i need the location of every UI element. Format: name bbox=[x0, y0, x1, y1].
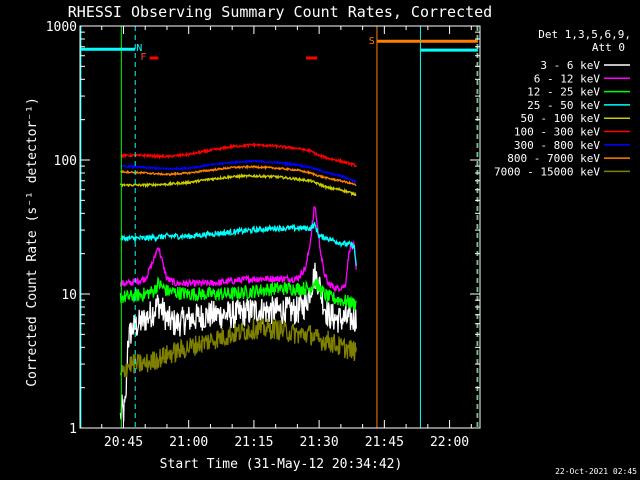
legend-header-line-2: Att 0 bbox=[592, 41, 625, 54]
x-tick-label: 21:30 bbox=[300, 435, 339, 450]
flag-label-f: F bbox=[140, 52, 146, 63]
x-tick-label: 22:00 bbox=[430, 435, 469, 450]
series-line-0 bbox=[119, 262, 357, 422]
series-line-6 bbox=[119, 159, 357, 184]
y-axis-label: Corrected Count Rate (s⁻¹ detector⁻¹) bbox=[25, 97, 40, 387]
legend-label: 6 - 12 keV bbox=[534, 72, 601, 85]
series-line-8 bbox=[119, 318, 357, 378]
legend-label: 3 - 6 keV bbox=[540, 59, 600, 72]
y-tick-label: 1000 bbox=[46, 20, 77, 35]
series-line-5 bbox=[119, 142, 357, 168]
plot-area: NF S 20:45 21:00 21:15 21:30 21:45 22:00 1 10 100… bbox=[46, 20, 481, 450]
axis-ticks: 20:45 21:00 21:15 21:30 21:45 22:00 1 10 100 1000 bbox=[46, 20, 480, 450]
legend-label: 800 - 7000 keV bbox=[507, 152, 600, 165]
y-tick-label: 100 bbox=[54, 154, 77, 169]
x-tick-label: 20:45 bbox=[104, 435, 143, 450]
chart-title: RHESSI Observing Summary Count Rates, Co… bbox=[68, 3, 492, 21]
series-line-4 bbox=[119, 172, 357, 197]
legend-label: 100 - 300 keV bbox=[514, 126, 600, 139]
y-tick-label: 10 bbox=[61, 288, 77, 303]
x-tick-label: 21:15 bbox=[234, 435, 273, 450]
flag-label-n: N bbox=[136, 43, 142, 54]
series-line-3 bbox=[120, 222, 357, 266]
legend-label: 7000 - 15000 keV bbox=[494, 165, 600, 178]
x-tick-label: 21:00 bbox=[169, 435, 208, 450]
series-layer bbox=[119, 142, 357, 422]
legend-label: 300 - 800 keV bbox=[514, 139, 600, 152]
y-tick-label: 1 bbox=[69, 422, 77, 437]
plot-frame bbox=[79, 25, 481, 429]
series-line-1 bbox=[119, 206, 357, 293]
legend-label: 25 - 50 keV bbox=[527, 99, 600, 112]
x-tick-label: 21:45 bbox=[365, 435, 404, 450]
x-axis-label: Start Time (31-May-12 20:34:42) bbox=[160, 457, 403, 472]
generation-timestamp: 22-Oct-2021 02:45 bbox=[555, 467, 637, 476]
legend-label: 12 - 25 keV bbox=[527, 86, 600, 99]
flag-label-s: S bbox=[369, 36, 375, 47]
series-line-2 bbox=[119, 276, 357, 311]
legend-label: 50 - 100 keV bbox=[521, 112, 601, 125]
series-line-7 bbox=[119, 164, 357, 187]
legend-header-line-1: Det 1,3,5,6,9, bbox=[538, 28, 631, 41]
annotation-layer: NF S bbox=[80, 26, 479, 428]
